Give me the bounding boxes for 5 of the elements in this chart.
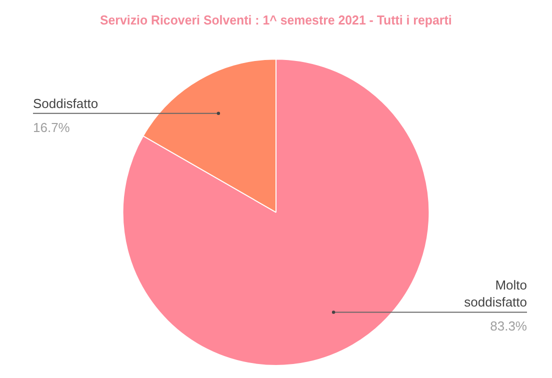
data-label: 83.3% <box>490 318 528 334</box>
slice-label: Soddisfatto <box>33 96 98 111</box>
slice-label: Molto soddisfatto <box>464 278 527 310</box>
chart-title: Servizio Ricoveri Solventi : 1^ semestre 2021 - Tutti i reparti <box>100 12 452 28</box>
data-label: 16.7% <box>33 120 70 135</box>
